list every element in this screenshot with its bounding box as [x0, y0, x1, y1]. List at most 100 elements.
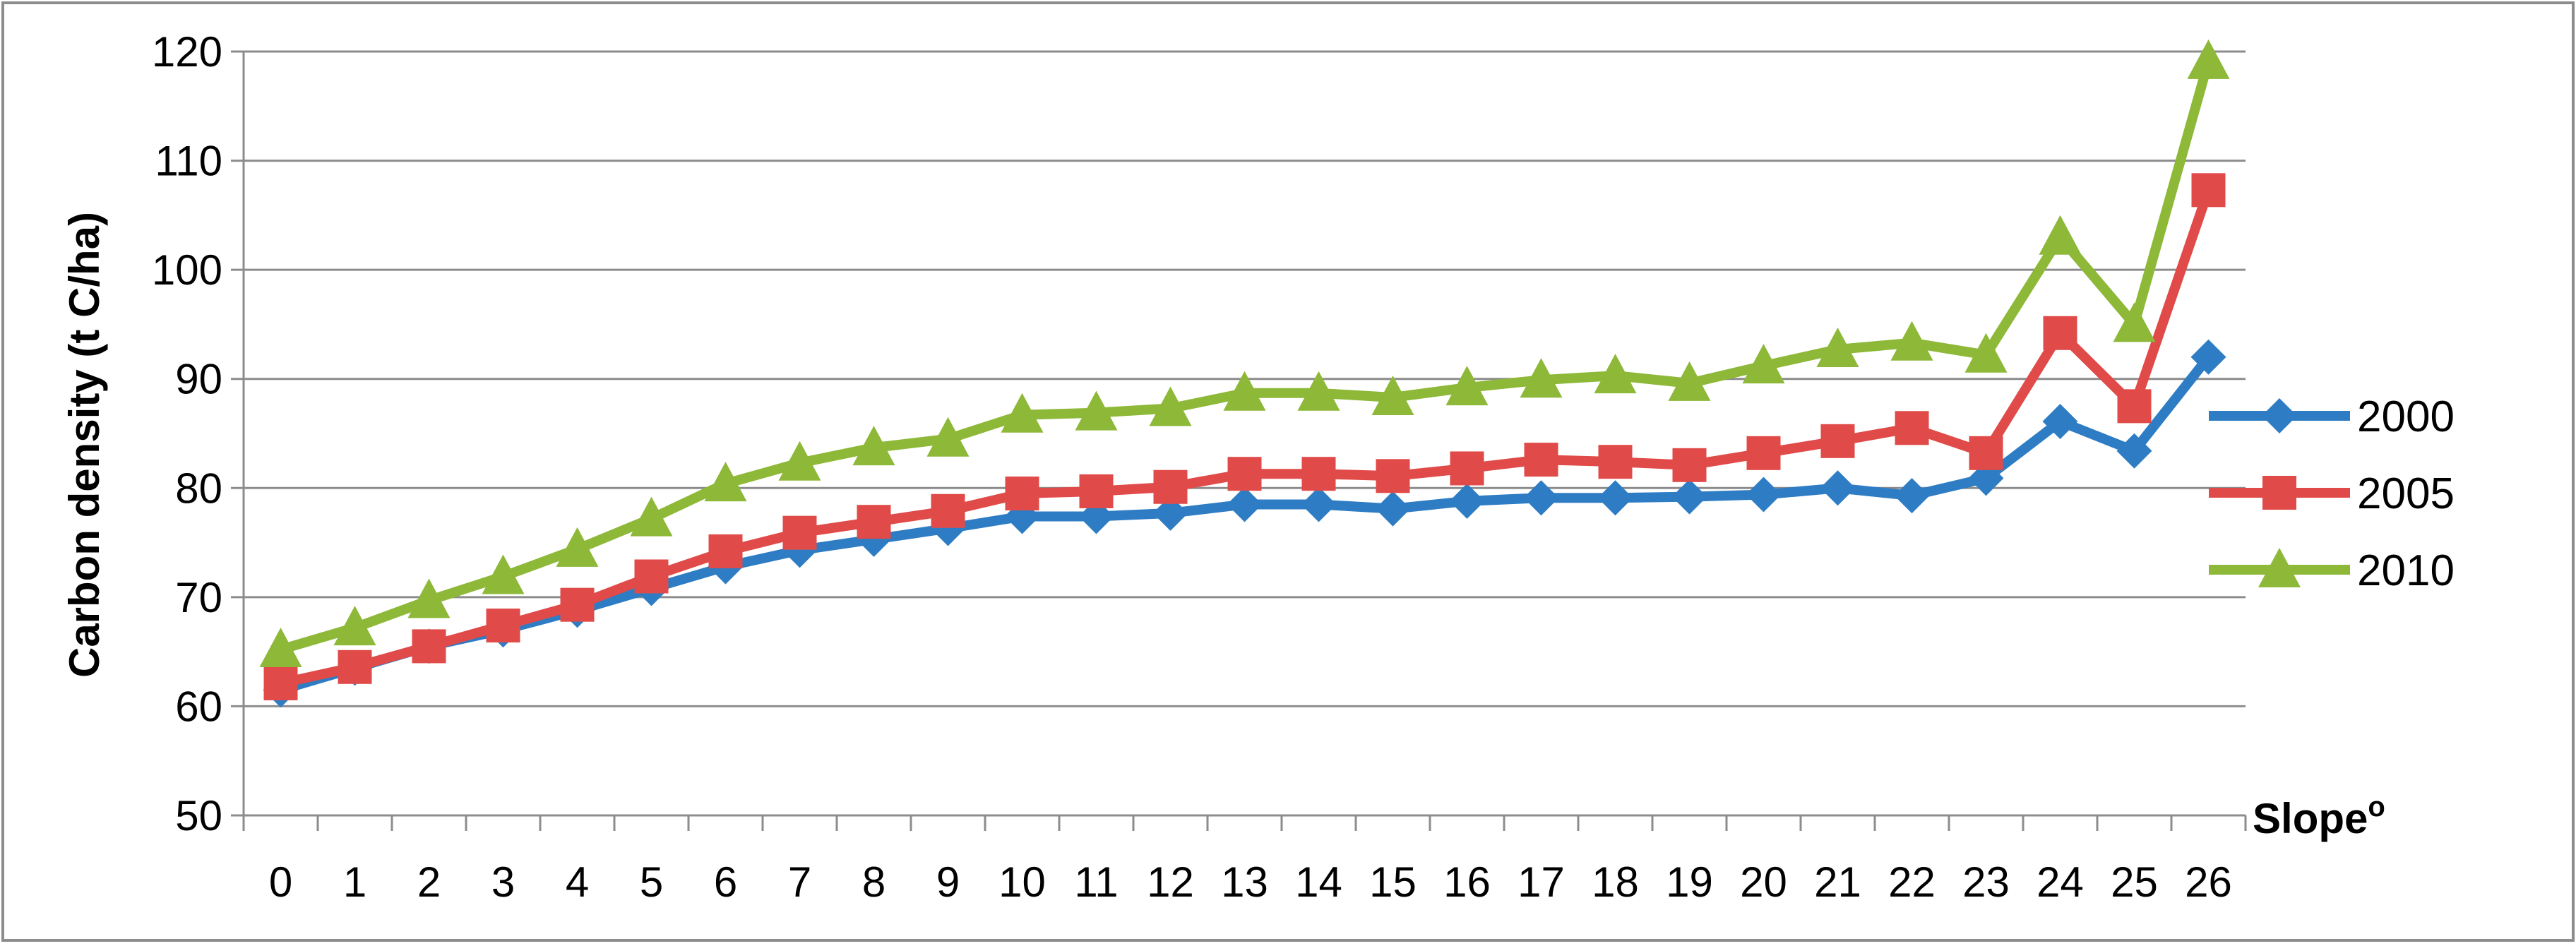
- x-tick-label: 10: [998, 858, 1046, 906]
- x-tick-label: 18: [1592, 858, 1639, 906]
- data-point-2005: [1450, 451, 1484, 486]
- y-tick-label: 110: [155, 138, 222, 185]
- data-point-2010: [1075, 390, 1118, 431]
- y-tick-label: 60: [175, 683, 222, 730]
- x-axis-title: Slopeo: [2253, 791, 2385, 842]
- data-point-2005: [2117, 389, 2152, 424]
- data-point-2000: [1227, 486, 1263, 522]
- data-point-2005: [782, 515, 817, 550]
- series-lines: [259, 39, 2230, 708]
- x-tick-label: 1: [343, 858, 366, 906]
- data-point-2005: [1005, 477, 1039, 511]
- legend-marker: [2262, 476, 2296, 510]
- data-point-2000: [1375, 491, 1411, 527]
- data-point-2010: [2113, 302, 2156, 342]
- data-point-2000: [1746, 477, 1782, 513]
- x-axis-title-text: Slope: [2253, 795, 2368, 842]
- legend-label: 2000: [2357, 393, 2455, 441]
- y-tick-label: 50: [175, 792, 222, 839]
- y-tick-label: 70: [175, 574, 222, 621]
- data-point-2005: [412, 629, 446, 664]
- data-point-2010: [1890, 321, 1933, 361]
- data-point-2005: [1746, 436, 1781, 470]
- data-point-2005: [1079, 474, 1114, 508]
- data-point-2010: [2039, 215, 2082, 255]
- data-point-2000: [1152, 495, 1188, 531]
- x-tick-label: 7: [788, 858, 811, 906]
- data-point-2010: [1668, 361, 1711, 401]
- data-point-2010: [1520, 358, 1563, 398]
- data-point-2000: [1894, 478, 1930, 514]
- data-point-2005: [1524, 443, 1558, 477]
- data-point-2000: [2116, 433, 2152, 469]
- data-point-2005: [486, 609, 520, 643]
- data-point-2010: [1223, 371, 1266, 411]
- data-point-2005: [2191, 173, 2226, 208]
- data-point-2000: [1523, 480, 1559, 516]
- data-point-2010: [926, 417, 970, 457]
- x-tick-label: 4: [566, 858, 589, 906]
- legend-label: 2010: [2357, 546, 2455, 595]
- x-tick-label: 13: [1221, 858, 1268, 906]
- data-point-2005: [931, 493, 965, 528]
- data-point-2010: [259, 628, 302, 668]
- y-tick-label: 90: [175, 356, 222, 403]
- data-point-2005: [1376, 459, 1410, 493]
- data-point-2000: [1597, 480, 1633, 516]
- legend: 2000 2005 2010: [2209, 393, 2455, 595]
- data-point-2010: [1149, 386, 1192, 426]
- series-2010: [259, 39, 2230, 668]
- data-point-2005: [1820, 424, 1855, 458]
- x-tick-label: 0: [269, 858, 292, 906]
- data-point-2000: [2190, 339, 2226, 375]
- data-point-2005: [634, 559, 669, 594]
- x-tick-label: 16: [1443, 858, 1491, 906]
- data-point-2005: [1301, 457, 1336, 491]
- data-point-2005: [1153, 469, 1188, 504]
- data-point-2005: [708, 534, 743, 568]
- x-tick-label: 3: [491, 858, 515, 906]
- data-point-2005: [1672, 448, 1707, 482]
- data-point-2005: [263, 666, 298, 700]
- x-tick-label: 25: [2111, 858, 2158, 906]
- x-tick-label: 5: [640, 858, 663, 906]
- y-tick-label: 100: [152, 246, 222, 294]
- legend-marker: [2262, 398, 2297, 433]
- x-tick-label: 17: [1517, 858, 1565, 906]
- data-point-2010: [852, 426, 895, 466]
- data-point-2010: [407, 578, 451, 618]
- x-tick-label: 21: [1814, 858, 1861, 906]
- x-tick-label: 15: [1369, 858, 1417, 906]
- legend-item-2000: 2000: [2209, 393, 2455, 441]
- data-point-2010: [2187, 39, 2230, 79]
- x-tick-label: 6: [714, 858, 737, 906]
- legend-label: 2005: [2357, 469, 2455, 518]
- y-tick-label: 120: [152, 28, 222, 76]
- data-point-2010: [778, 441, 821, 481]
- data-point-2005: [2043, 316, 2077, 350]
- data-point-2005: [560, 587, 595, 622]
- data-point-2005: [857, 505, 891, 539]
- x-tick-label: 8: [862, 858, 886, 906]
- data-point-2010: [704, 462, 747, 502]
- data-point-2010: [1594, 354, 1637, 394]
- data-point-2010: [1742, 344, 1785, 384]
- data-point-2000: [2042, 403, 2078, 439]
- x-tick-label: 26: [2185, 858, 2232, 906]
- x-tick-label: 19: [1666, 858, 1713, 906]
- data-point-2010: [1001, 393, 1044, 433]
- y-tick-label: 80: [175, 465, 222, 512]
- legend-marker: [2258, 548, 2301, 587]
- data-point-2010: [1816, 327, 1859, 367]
- x-tick-label: 12: [1147, 858, 1194, 906]
- x-tick-label: 9: [936, 858, 960, 906]
- x-tick-label: 22: [1888, 858, 1936, 906]
- data-point-2000: [1449, 483, 1485, 519]
- data-point-2010: [1445, 366, 1489, 406]
- legend-item-2005: 2005: [2209, 469, 2455, 518]
- x-tick-label: 23: [1962, 858, 2010, 906]
- legend-item-2010: 2010: [2209, 546, 2455, 595]
